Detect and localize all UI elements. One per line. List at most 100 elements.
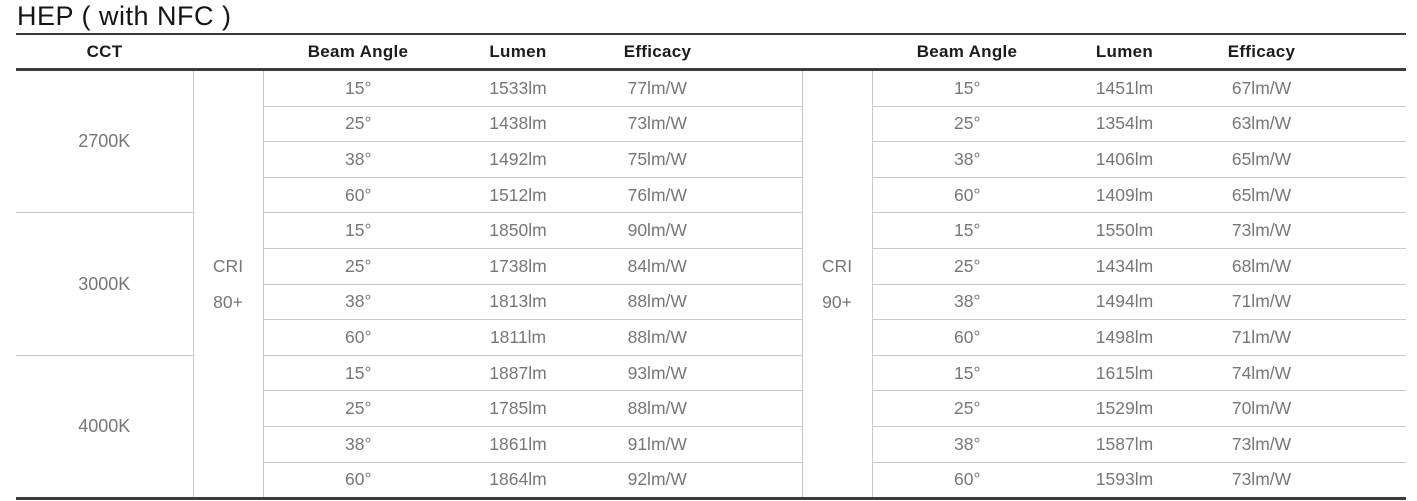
- beam-angle-cell: 15°: [263, 212, 453, 249]
- table-row: 25° 1785lm 88lm/W 25° 1529lm 70lm/W: [16, 390, 1406, 427]
- beam-angle-cell: 25°: [263, 106, 453, 143]
- efficacy-cell: 68lm/W: [1187, 248, 1406, 285]
- lumen-cell: 1512lm: [453, 177, 583, 214]
- column-header-lumen-right: Lumen: [1062, 34, 1187, 71]
- beam-angle-cell: 60°: [954, 469, 981, 490]
- lumen-cell: 1615lm: [1062, 355, 1187, 392]
- cri-value: 90+: [822, 291, 852, 312]
- lumen-cell: 1587lm: [1062, 426, 1187, 463]
- table-row: 38° 1492lm 75lm/W 38° 1406lm 65lm/W: [16, 141, 1406, 178]
- cri-value: 80+: [213, 291, 243, 312]
- beam-angle-cell: 25°: [263, 390, 453, 427]
- efficacy-cell: 75lm/W: [583, 141, 802, 178]
- efficacy-cell: 84lm/W: [583, 248, 802, 285]
- beam-angle-cell: 25°: [263, 248, 453, 285]
- beam-angle-cell: 60°: [872, 177, 1062, 214]
- efficacy-cell: 77lm/W: [583, 69, 802, 107]
- efficacy-cell: 91lm/W: [583, 426, 802, 463]
- lumen-cell: 1738lm: [453, 248, 583, 285]
- lumen-cell: 1529lm: [1062, 390, 1187, 427]
- efficacy-cell: 73lm/W: [1187, 426, 1406, 463]
- lumen-cell: 1494lm: [1062, 284, 1187, 321]
- column-header-cct: CCT: [16, 34, 193, 71]
- lumen-cell: 1593lm: [1095, 469, 1154, 490]
- lumen-cell: 1811lm: [453, 319, 583, 356]
- beam-angle-cell: 25°: [872, 106, 1062, 143]
- hep-nfc-spec-table: CCT Beam Angle Lumen Efficacy Beam Angle…: [16, 33, 1406, 501]
- lumen-cell: 1438lm: [453, 106, 583, 143]
- efficacy-cell: 90lm/W: [583, 212, 802, 249]
- beam-angle-cell: 15°: [263, 355, 453, 392]
- beam-angle-cell: 60°: [345, 469, 372, 490]
- efficacy-cell: 63lm/W: [1187, 106, 1406, 143]
- beam-angle-cell: 60°: [263, 177, 453, 214]
- efficacy-cell: 76lm/W: [583, 177, 802, 214]
- beam-angle-cell: 38°: [872, 284, 1062, 321]
- efficacy-cell: 71lm/W: [1187, 319, 1406, 356]
- beam-angle-cell: 38°: [872, 426, 1062, 463]
- efficacy-cell: 73lm/W: [1187, 212, 1406, 249]
- efficacy-cell: 73lm/W: [583, 106, 802, 143]
- efficacy-cell: 88lm/W: [583, 284, 802, 321]
- lumen-cell: 1887lm: [453, 355, 583, 392]
- column-header-spacer-right: [802, 34, 872, 71]
- lumen-cell: 1813lm: [453, 284, 583, 321]
- lumen-cell: 1550lm: [1062, 212, 1187, 249]
- beam-angle-cell: 25°: [872, 390, 1062, 427]
- efficacy-cell: 70lm/W: [1187, 390, 1406, 427]
- beam-angle-cell: 15°: [263, 69, 453, 107]
- column-header-lumen-left: Lumen: [453, 34, 583, 71]
- column-header-beam-angle-right: Beam Angle: [872, 34, 1062, 71]
- cct-cell-4000k: 4000K: [78, 415, 131, 436]
- beam-angle-cell: 60°: [872, 319, 1062, 356]
- lumen-cell: 1861lm: [453, 426, 583, 463]
- efficacy-cell: 92lm/W: [627, 469, 687, 490]
- beam-angle-cell: 25°: [872, 248, 1062, 285]
- table-row: 2700K CRI 80+ 15° 1533lm 77lm/W CRI 90+: [16, 69, 1406, 499]
- table-row: 4000K 15° 1887lm 93lm/W 15° 1615lm 74lm/…: [16, 355, 1406, 436]
- beam-angle-cell: 38°: [263, 284, 453, 321]
- lumen-cell: 1409lm: [1062, 177, 1187, 214]
- beam-angle-cell: 15°: [872, 355, 1062, 392]
- efficacy-cell: 74lm/W: [1187, 355, 1406, 392]
- beam-angle-cell: 15°: [872, 212, 1062, 249]
- cct-cell-3000k: 3000K: [16, 212, 193, 356]
- beam-angle-cell: 60°: [263, 319, 453, 356]
- lumen-cell: 1354lm: [1062, 106, 1187, 143]
- lumen-cell: 1434lm: [1062, 248, 1187, 285]
- column-header-beam-angle-left: Beam Angle: [263, 34, 453, 71]
- lumen-cell: 1533lm: [453, 69, 583, 107]
- lumen-cell: 1864lm: [489, 469, 547, 490]
- cri-cell-right: CRI 90+: [801, 69, 873, 499]
- cri-label: CRI: [821, 255, 853, 276]
- column-header-efficacy-left: Efficacy: [583, 34, 802, 71]
- beam-angle-cell: 15°: [872, 69, 1062, 107]
- lumen-cell: 1406lm: [1062, 141, 1187, 178]
- column-header-spacer-left: [193, 34, 263, 71]
- efficacy-cell: 67lm/W: [1187, 69, 1406, 107]
- lumen-cell: 1785lm: [453, 390, 583, 427]
- efficacy-cell: 71lm/W: [1187, 284, 1406, 321]
- lumen-cell: 1850lm: [453, 212, 583, 249]
- beam-angle-cell: 38°: [263, 141, 453, 178]
- cct-cell-2700k: 2700K: [16, 69, 193, 214]
- lumen-cell: 1498lm: [1062, 319, 1187, 356]
- table-row: 38° 1861lm 91lm/W 38° 1587lm 73lm/W: [16, 426, 1406, 463]
- table-row: 38° 1813lm 88lm/W 38° 1494lm 71lm/W: [16, 284, 1406, 321]
- cri-label: CRI: [212, 255, 244, 276]
- lumen-cell: 1492lm: [453, 141, 583, 178]
- table-row: 25° 1738lm 84lm/W 25° 1434lm 68lm/W: [16, 248, 1406, 285]
- efficacy-cell: 73lm/W: [1231, 469, 1292, 490]
- page-title: HEP ( with NFC ): [17, 1, 232, 31]
- column-header-efficacy-right: Efficacy: [1187, 34, 1406, 71]
- table-row: 25° 1438lm 73lm/W 25° 1354lm 63lm/W: [16, 106, 1406, 143]
- table-row: 60° 1512lm 76lm/W 60° 1409lm 65lm/W: [16, 177, 1406, 214]
- efficacy-cell: 65lm/W: [1187, 141, 1406, 178]
- cri-cell-left: CRI 80+: [192, 69, 264, 499]
- table-row: 3000K 15° 1850lm 90lm/W 15° 1550lm 73lm/…: [16, 212, 1406, 356]
- efficacy-cell: 93lm/W: [583, 355, 802, 392]
- header-row: CCT Beam Angle Lumen Efficacy Beam Angle…: [16, 34, 1406, 71]
- table-row: 60° 1864lm 92lm/W 60° 1593lm 73lm/W: [16, 462, 1406, 499]
- efficacy-cell: 65lm/W: [1187, 177, 1406, 214]
